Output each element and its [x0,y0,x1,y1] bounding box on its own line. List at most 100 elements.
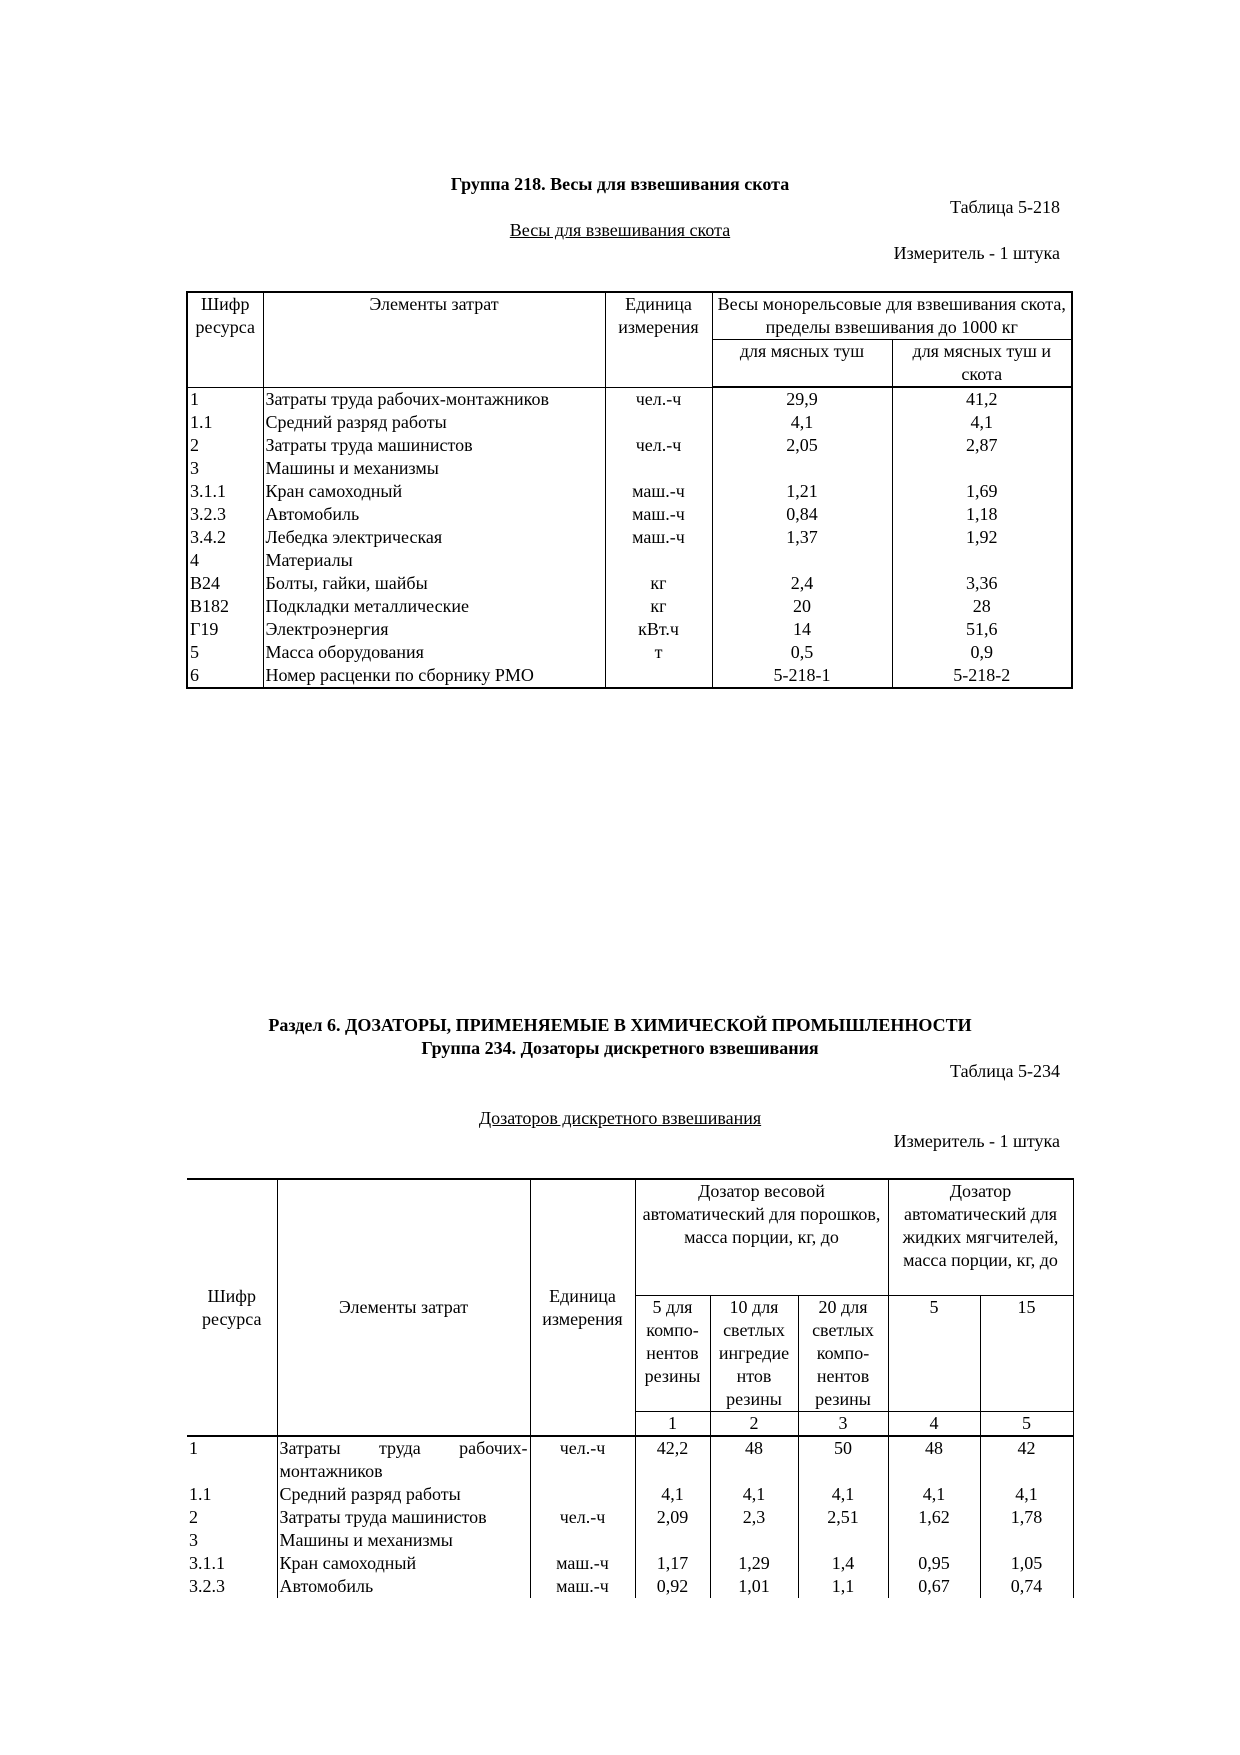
header-col-1: для мясных туш [711,339,893,388]
cell-code: 3.1.1 [189,1553,225,1573]
table-row: 6 Номер расценки по сборнику РМО 5-218-1 5-… [186,664,1073,688]
cell-value: 5-218-1 [711,664,893,688]
cell-code: 6 [186,664,264,688]
cell-name: Материалы [262,549,606,572]
table-row: 4 Материалы [186,549,1073,572]
cell-value [797,1529,889,1552]
cell-code: 4 [186,549,264,572]
cell-value: 0,74 [979,1575,1074,1598]
cell-value: 0,9 [891,641,1073,664]
cell-unit: кВт.ч [604,618,713,641]
table-row: 2 Затраты труда машинистов чел.-ч 2,09 2,3 2,… [187,1506,1074,1529]
cell-code: 3.4.2 [186,526,264,549]
header-col-2: для мясных туш и скота [891,339,1073,388]
cell-value: 42,2 [634,1436,710,1483]
header-col-4: 5 [887,1295,981,1412]
cell-name: Номер расценки по сборнику РМО [262,664,606,688]
cell-value: 1,17 [634,1552,710,1575]
cell-value: 4,1 [709,1483,798,1506]
table-row: 3.2.3 Автомобиль маш.-ч 0,84 1,18 [186,503,1073,526]
table-row: В182 Подкладки металлические кг 20 28 [186,595,1073,618]
cell-name: Машины и механизмы [262,457,606,480]
header-code: Шифр ресурса [187,1179,277,1437]
cell-code: 2 [189,1507,198,1527]
cell-value: 1,21 [711,480,893,503]
cell-name: Затраты труда рабочих-монтажников [262,387,606,411]
header-code: Шифр ресурса [186,292,264,388]
measure-unit-234: Измеритель - 1 штука [893,1131,1060,1151]
table-row: 3 Машины и механизмы [186,457,1073,480]
cell-value: 20 [711,595,893,618]
cell-code: 3.2.3 [186,503,264,526]
cell-value: 1,37 [711,526,893,549]
cell-code: 3 [189,1530,198,1550]
cell-value: 1,62 [887,1506,981,1529]
cell-code: 1 [189,1438,198,1458]
cell-value: 0,5 [711,641,893,664]
cell-value: 4,1 [797,1483,889,1506]
cell-unit [604,457,713,480]
measure-unit-218: Измеритель - 1 штука [893,243,1060,263]
cell-value [979,1529,1074,1552]
cell-value: 29,9 [711,387,893,411]
cell-value: 1,1 [797,1575,889,1598]
cell-unit: кг [604,572,713,595]
cell-value: 0,92 [634,1575,710,1598]
table-row: 3.1.1 Кран самоходный маш.-ч 1,21 1,69 [186,480,1073,503]
header-col-number: 3 [797,1411,889,1437]
cell-value: 4,1 [711,411,893,434]
cell-value: 1,29 [709,1552,798,1575]
table-row: 1 Затраты труда рабочих-монтажников чел.-ч… [186,387,1073,411]
cell-value: 1,4 [797,1552,889,1575]
cell-name: Подкладки металлические [262,595,606,618]
cell-value: 4,1 [979,1483,1074,1506]
cell-unit [604,411,713,434]
cell-code: 1.1 [186,411,264,434]
cell-name: Кран самоходный [276,1552,530,1575]
header-group-2: Дозатор автоматический для жидких мягчит… [887,1179,1074,1296]
cell-unit: маш.-ч [604,480,713,503]
cell-value: 14 [711,618,893,641]
cell-value: 2,05 [711,434,893,457]
cell-value: 28 [891,595,1073,618]
section-title-6: Раздел 6. ДОЗАТОРЫ, ПРИМЕНЯЕМЫЕ В ХИМИЧЕ… [268,1015,972,1035]
header-col-5: 15 [979,1295,1074,1412]
group-title-234: Группа 234. Дозаторы дискретного взвешив… [421,1038,819,1058]
header-group-1: Дозатор весовой автоматический для порош… [634,1179,889,1296]
cell-unit [604,664,713,688]
cell-name: Автомобиль [276,1575,530,1598]
cell-value: 1,69 [891,480,1073,503]
cell-code: Г19 [186,618,264,641]
cell-value: 2,3 [709,1506,798,1529]
header-col-1: 5 для компо-нентов резины [634,1295,710,1412]
cell-name: Электроэнергия [262,618,606,641]
cell-value: 1,05 [979,1552,1074,1575]
table-row: 3.1.1 Кран самоходный маш.-ч 1,17 1,29 1,4 0,9… [187,1552,1074,1575]
cell-code: 3.1.1 [186,480,264,503]
cell-code: 5 [186,641,264,664]
cell-code: 1.1 [189,1484,212,1504]
cell-value: 4,1 [887,1483,981,1506]
cell-value [891,457,1073,480]
cell-value: 2,51 [797,1506,889,1529]
cell-unit: чел.-ч [529,1506,635,1529]
cell-unit: маш.-ч [529,1552,635,1575]
cell-value: 1,78 [979,1506,1074,1529]
table-5-234: Шифр ресурса Элементы затрат Единица изм… [187,1178,1074,1598]
cell-code: 3 [186,457,264,480]
cell-value: 48 [887,1436,981,1483]
cell-value: 4,1 [634,1483,710,1506]
cell-value: 2,09 [634,1506,710,1529]
cell-code: 3.2.3 [189,1576,225,1596]
cell-unit: маш.-ч [529,1575,635,1598]
table-name-218: Весы для взвешивания скота [509,220,731,240]
cell-value: 50 [797,1436,889,1483]
table-number-234: Таблица 5-234 [950,1061,1060,1081]
cell-value: 0,95 [887,1552,981,1575]
header-col-number: 5 [979,1411,1074,1437]
cell-unit: маш.-ч [604,526,713,549]
cell-unit [529,1529,635,1552]
cell-name: Средний разряд работы [276,1483,530,1506]
cell-value: 1,92 [891,526,1073,549]
header-col-3: 20 для светлых компо-нентов резины [797,1295,889,1412]
